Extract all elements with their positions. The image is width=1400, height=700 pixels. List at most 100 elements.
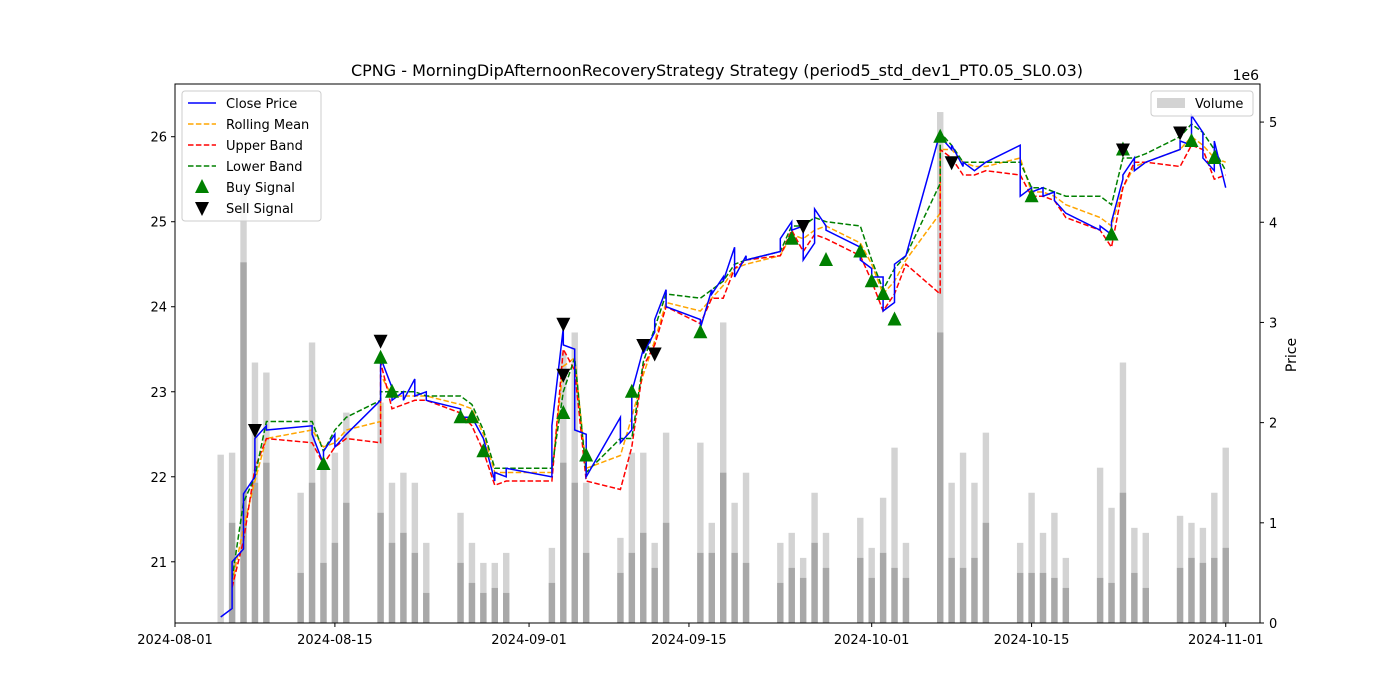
buy-signal-marker [556,405,571,420]
volume-bars [217,112,1229,623]
volume-bar-overlay [720,472,727,623]
volume-bar-overlay [959,567,967,623]
buy-signal-marker [316,456,331,471]
sell-signal-marker [247,424,262,439]
y-tick-label: 24 [150,301,167,316]
volume-bar-overlay [697,552,704,623]
y2-offset-label: 1e6 [1233,68,1260,84]
volume-bar [628,452,636,623]
legend-rolling-mean-label: Rolling Mean [226,118,309,133]
volume-bar-overlay [640,532,647,623]
volume-bar [503,552,510,623]
buy-signal-marker [1024,188,1039,203]
volume-bar-overlay [560,462,567,623]
x-tick-label: 2024-10-15 [994,633,1070,648]
volume-bar [1211,492,1218,623]
volume-bar-overlay [651,567,658,623]
x-tick-label: 2024-11-01 [1188,633,1264,648]
volume-bar [1142,532,1149,623]
volume-bar [331,452,339,623]
legend-volume-swatch [1157,98,1185,108]
volume-bar-overlay [971,557,978,623]
chart-title: CPNG - MorningDipAfternoonRecoveryStrate… [351,61,1083,81]
y-axis-left: 21 22 23 24 25 26 [150,131,175,571]
volume-bar-overlay [1039,572,1047,623]
volume-bar-overlay [742,562,750,623]
volume-bar [1222,447,1229,623]
volume-bar-overlay [1108,582,1115,623]
y2-tick-label: 2 [1269,417,1277,432]
volume-bar-overlay [788,567,795,623]
y-tick-label: 26 [150,131,167,146]
sell-signal-marker [944,156,959,171]
volume-bar-overlay [822,567,830,623]
volume-bar-overlay [491,587,498,623]
volume-bar-overlay [937,332,944,623]
legend-lower-band-label: Lower Band [226,160,302,175]
volume-bar-overlay [400,532,407,623]
y-tick-label: 25 [150,216,167,231]
volume-bar-overlay [548,582,556,623]
buy-signal-marker [476,443,491,458]
y2-tick-label: 5 [1269,116,1277,131]
volume-bar-overlay [320,562,327,623]
y2-axis-label: Price [1284,338,1300,372]
sell-signal-marker [1115,143,1130,158]
volume-bar-overlay [628,552,636,623]
x-tick-label: 2024-08-15 [297,633,373,648]
legend-close-price-label: Close Price [226,97,297,112]
y2-tick-label: 4 [1269,216,1277,231]
volume-bar [423,542,430,623]
volume-bar [571,332,578,623]
volume-bar [1028,492,1035,623]
x-axis: 2024-08-01 2024-08-15 2024-09-01 2024-09-15… [137,623,1264,648]
volume-bar-overlay [240,262,247,623]
volume-bar-overlay [617,572,624,623]
sell-signal-marker [1173,126,1188,141]
buy-signal-marker [887,311,902,326]
sell-signal-marker [556,317,571,332]
volume-bar-overlay [263,462,270,623]
buy-signal-marker [373,349,388,364]
buy-signal-marker [1207,149,1222,164]
volume-bar-overlay [1211,557,1218,623]
legend-volume-box [1150,90,1254,117]
buy-signal-marker [853,243,868,258]
sell-signal-marker [647,347,662,362]
volume-bar-overlay [879,552,887,623]
volume-bar-overlay [891,567,898,623]
buy-signal-marker [933,128,948,143]
volume-bar [320,462,327,623]
signal-markers [247,126,1222,471]
volume-bar-overlay [662,522,670,623]
volume-bar [971,482,978,623]
y-axis-right: 0 1 2 3 4 5 [1260,116,1277,632]
plot-frame [174,83,1261,624]
volume-bar-overlay [799,577,807,623]
buy-signal-marker [819,251,833,266]
volume-bar-overlay [731,552,738,623]
volume-bar-overlay [1142,587,1149,623]
y-tick-label: 23 [150,386,167,401]
volume-bar-overlay [1119,492,1127,623]
sell-signal-marker [796,219,811,234]
x-tick-label: 2024-09-01 [491,633,567,648]
legend-main: Close Price Rolling Mean Upper Band Lower B… [181,90,322,222]
buy-signal-marker [784,230,799,245]
volume-bar-overlay [308,482,316,623]
volume-bar-overlay [480,592,487,623]
y2-tick-label: 3 [1269,316,1277,331]
volume-bar [217,454,224,623]
volume-bar-overlay [251,482,259,623]
sell-signal-marker [373,334,388,349]
volume-bar [1051,512,1058,623]
volume-bar [697,442,704,623]
x-tick-label: 2024-10-01 [834,633,910,648]
buy-signal-marker [624,383,639,398]
volume-bar-overlay [457,562,464,623]
volume-bar-overlay [468,582,476,623]
buy-signal-marker [1184,132,1199,147]
volume-bar-overlay [1176,567,1184,623]
volume-bar [891,447,898,623]
volume-bar-overlay [777,582,784,623]
